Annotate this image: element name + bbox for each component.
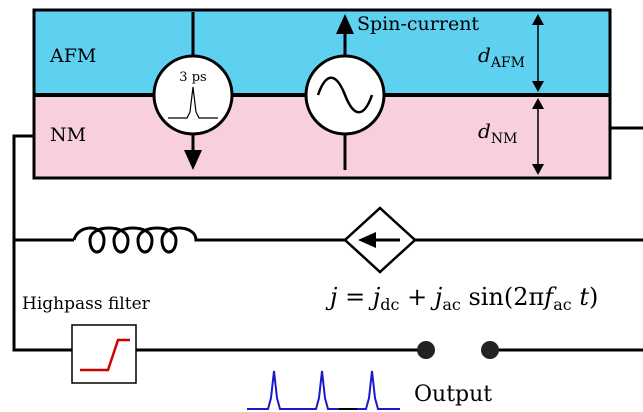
output-label: Output (414, 382, 492, 407)
afm-label: AFM (49, 45, 96, 67)
output-pulses-icon (247, 370, 400, 410)
nm-thickness-symbol: d (478, 119, 491, 143)
afm-thickness-sub: AFM (490, 55, 525, 71)
output-terminal-icon (417, 341, 435, 359)
highpass-filter-label: Highpass filter (22, 294, 151, 314)
stack-outline (32, 8, 612, 180)
circuit-wires (12, 126, 643, 352)
dependent-current-source-icon (343, 206, 417, 274)
nm-thickness-sub: NM (491, 131, 518, 147)
inductor-icon (72, 226, 212, 254)
afm-thickness-annotation: dAFM (478, 14, 544, 92)
spin-current-label: Spin-current (357, 13, 479, 35)
output-terminal-icon (481, 341, 499, 359)
pulse-source-label: 3 ps (179, 70, 206, 85)
nm-label: NM (50, 124, 86, 146)
pulse-source-icon: 3 ps (152, 12, 234, 170)
current-equation: j = jdc + jac sin(2πfac t) (325, 283, 598, 314)
svg-text:dNM: dNM (478, 119, 517, 147)
nm-thickness-annotation: dNM (478, 98, 544, 175)
highpass-filter-icon (71, 324, 137, 384)
ac-source-icon (304, 14, 386, 170)
afm-thickness-symbol: d (478, 43, 491, 67)
svg-text:dAFM: dAFM (478, 43, 525, 71)
